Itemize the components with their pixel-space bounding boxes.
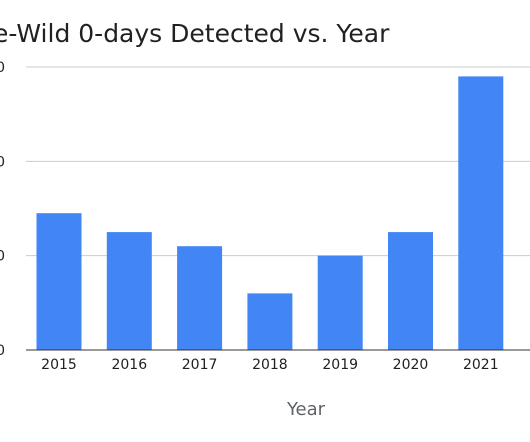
y-tick-label: 0 (0, 249, 5, 265)
x-tick-labels: 2015 2016 2017 2018 2019 2020 2021 (41, 357, 498, 373)
y-tick-label: 0 (0, 154, 5, 170)
y-tick-label: 0 (0, 60, 5, 76)
bar-2021 (458, 76, 504, 351)
x-tick-label-2018: 2018 (252, 357, 288, 373)
x-tick-label-2015: 2015 (41, 357, 77, 373)
x-tick-label-2017: 2017 (182, 357, 218, 373)
x-axis-title: Year (286, 399, 326, 420)
x-tick-label-2020: 2020 (393, 357, 429, 373)
bar-2017 (177, 246, 223, 350)
bar-2018 (247, 293, 293, 350)
chart-title: e-Wild 0-days Detected vs. Year (0, 19, 390, 48)
x-tick-label-2021: 2021 (463, 357, 499, 373)
bar-2015 (36, 213, 82, 350)
gridlines (26, 66, 530, 257)
bars (36, 76, 504, 351)
bar-2019 (317, 255, 363, 350)
x-tick-label-2016: 2016 (111, 357, 147, 373)
y-tick-labels: 0 0 0 0 (0, 60, 5, 359)
x-tick-label-2019: 2019 (322, 357, 358, 373)
bar-2016 (106, 232, 152, 350)
bar-2020 (388, 232, 433, 350)
y-tick-label: 0 (0, 343, 5, 359)
